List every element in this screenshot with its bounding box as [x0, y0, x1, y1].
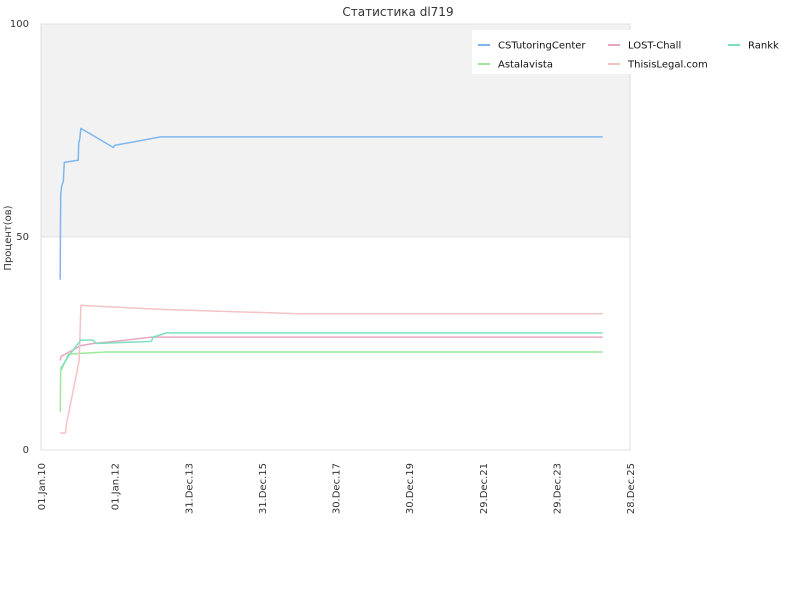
legend-label: ThisisLegal.com [627, 60, 708, 71]
x-tick-label: 29.Dec.23 [552, 463, 563, 514]
legend: CSTutoringCenter Astalavista LOST-Chall Thi… [472, 30, 790, 74]
x-tick-label: 01.Jan.10 [37, 463, 48, 510]
y-axis-title: Процент(ов) [3, 205, 14, 270]
y-tick-label: 50 [16, 232, 29, 243]
x-tick-label: 31.Dec.13 [184, 463, 195, 514]
legend-label: LOST-Chall [628, 41, 681, 52]
series-line [60, 304, 603, 434]
x-tick-label: 30.Dec.17 [332, 463, 343, 514]
series-layer [59, 127, 603, 434]
x-tick-label: 31.Dec.15 [258, 463, 269, 514]
chart-title: Статистика dl719 [342, 5, 453, 19]
y-tick-label: 0 [23, 445, 29, 456]
legend-label: Rankk [748, 41, 779, 52]
series-line [59, 336, 603, 361]
series-line [59, 127, 603, 280]
x-tick-label: 01.Jan.12 [111, 463, 122, 510]
grid-lines [41, 23, 630, 451]
x-tick-label: 29.Dec.21 [479, 463, 490, 514]
legend-label: Astalavista [498, 60, 553, 71]
x-tick-label: 28.Dec.25 [626, 463, 637, 514]
x-tick-label: 30.Dec.19 [405, 463, 416, 514]
legend-label: CSTutoringCenter [498, 41, 586, 52]
y-axis-ticks: 0 50 100 [10, 19, 29, 456]
legend-box [472, 30, 790, 74]
series-line [59, 332, 603, 370]
x-axis-ticks: 01.Jan.10 01.Jan.12 31.Dec.13 31.Dec.15 30.D… [37, 463, 637, 514]
y-tick-label: 100 [10, 19, 29, 30]
